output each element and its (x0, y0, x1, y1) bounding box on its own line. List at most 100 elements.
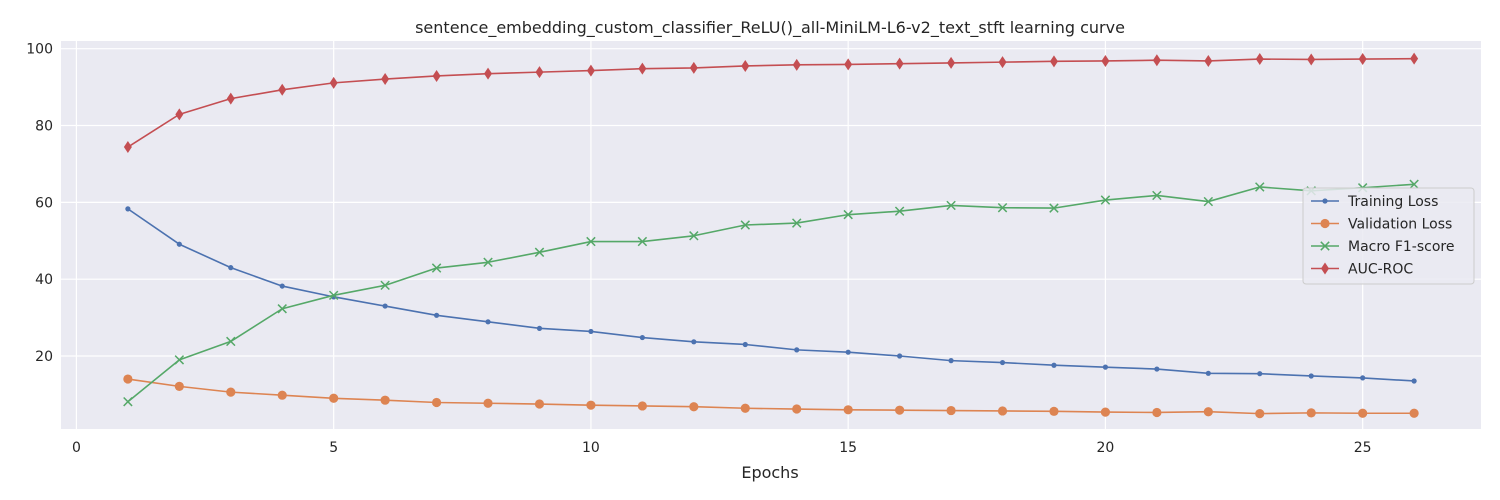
data-point (483, 257, 493, 268)
chart-title: sentence_embedding_custom_classifier_ReL… (415, 18, 1125, 38)
y-tick-label: 40 (35, 272, 53, 288)
x-axis-label: Epochs (741, 463, 798, 482)
data-point (794, 347, 800, 353)
data-point (382, 303, 388, 309)
data-point (1360, 375, 1366, 381)
data-point (1410, 52, 1419, 65)
data-point (637, 401, 647, 411)
y-tick-label: 100 (26, 42, 53, 58)
data-point (329, 76, 338, 89)
data-point (1100, 195, 1111, 205)
data-point (742, 341, 748, 348)
x-tick-label: 20 (1097, 440, 1115, 456)
data-point (999, 359, 1006, 366)
data-point (329, 393, 339, 403)
data-point (1308, 373, 1314, 379)
data-point (1049, 406, 1059, 416)
series-line (127, 183, 1415, 403)
data-point (843, 209, 853, 220)
data-point (174, 355, 185, 365)
data-point (1203, 407, 1213, 417)
data-point (328, 290, 339, 301)
data-point (1101, 54, 1110, 67)
data-point (691, 339, 697, 345)
series-line (127, 208, 1415, 382)
data-point (637, 236, 648, 247)
data-point (381, 73, 390, 86)
data-point (226, 387, 236, 397)
data-point (689, 231, 699, 241)
legend-label: Validation Loss (1348, 217, 1452, 233)
legend-item: Validation Loss (1311, 217, 1452, 233)
x-tick-labels: 0 5 10 15 20 25 (72, 440, 1372, 456)
data-point (123, 374, 133, 384)
data-point (123, 396, 133, 407)
data-point (1255, 182, 1265, 192)
data-point (1257, 371, 1263, 377)
data-point (226, 336, 236, 347)
x-tick-label: 15 (839, 440, 857, 456)
data-point (1411, 378, 1417, 384)
data-point (586, 64, 595, 77)
legend-box (1302, 187, 1475, 285)
data-point (639, 334, 645, 341)
data-point (1203, 196, 1214, 207)
x-tick-label: 5 (329, 440, 338, 456)
data-point (1306, 408, 1316, 418)
data-point (380, 395, 390, 405)
data-point (1409, 179, 1419, 190)
data-point (1100, 407, 1111, 417)
data-point (432, 69, 441, 82)
data-point (843, 405, 853, 415)
data-point (1049, 55, 1058, 68)
data-point (1051, 362, 1057, 368)
legend: Training Loss Validation Loss Macro F1-sco… (1302, 187, 1475, 285)
data-point (894, 206, 905, 216)
data-point (125, 206, 131, 212)
data-point (277, 390, 287, 400)
legend-item: AUC-ROC (1311, 262, 1413, 278)
data-point (534, 247, 545, 258)
data-point (741, 59, 750, 72)
legend-marker (1320, 218, 1330, 229)
legend-marker (1320, 241, 1330, 251)
data-point (997, 406, 1008, 416)
data-point (483, 398, 493, 408)
data-point (792, 404, 802, 414)
data-point (791, 218, 802, 228)
data-point (1152, 190, 1162, 201)
data-point (431, 263, 442, 273)
data-point (638, 62, 647, 75)
data-point (1049, 203, 1059, 213)
data-point (740, 403, 750, 413)
data-point (845, 349, 851, 355)
data-point (1358, 53, 1367, 66)
data-point (174, 381, 184, 391)
data-point (895, 405, 905, 415)
data-point (998, 56, 1007, 69)
data-point (279, 283, 285, 289)
y-tick-label: 20 (35, 349, 53, 365)
data-point (535, 66, 544, 79)
data-point (1255, 53, 1264, 66)
data-point (1409, 408, 1419, 418)
data-point (588, 328, 594, 335)
legend-label: AUC-ROC (1348, 262, 1413, 278)
data-point (433, 312, 440, 318)
x-tick-label: 25 (1354, 440, 1372, 456)
data-point (431, 397, 442, 408)
data-point (1255, 409, 1265, 419)
x-tick-label: 10 (582, 440, 600, 456)
data-point (946, 405, 956, 416)
series-auc-roc (123, 52, 1419, 154)
data-point (948, 358, 954, 364)
data-point (897, 353, 903, 359)
data-point (1307, 53, 1316, 66)
legend-marker (1321, 262, 1329, 275)
data-point (123, 141, 132, 154)
data-point (1154, 366, 1160, 372)
data-point (689, 61, 698, 74)
y-tick-label: 80 (35, 119, 53, 135)
data-point (226, 92, 235, 105)
legend-item: Training Loss (1311, 194, 1438, 210)
